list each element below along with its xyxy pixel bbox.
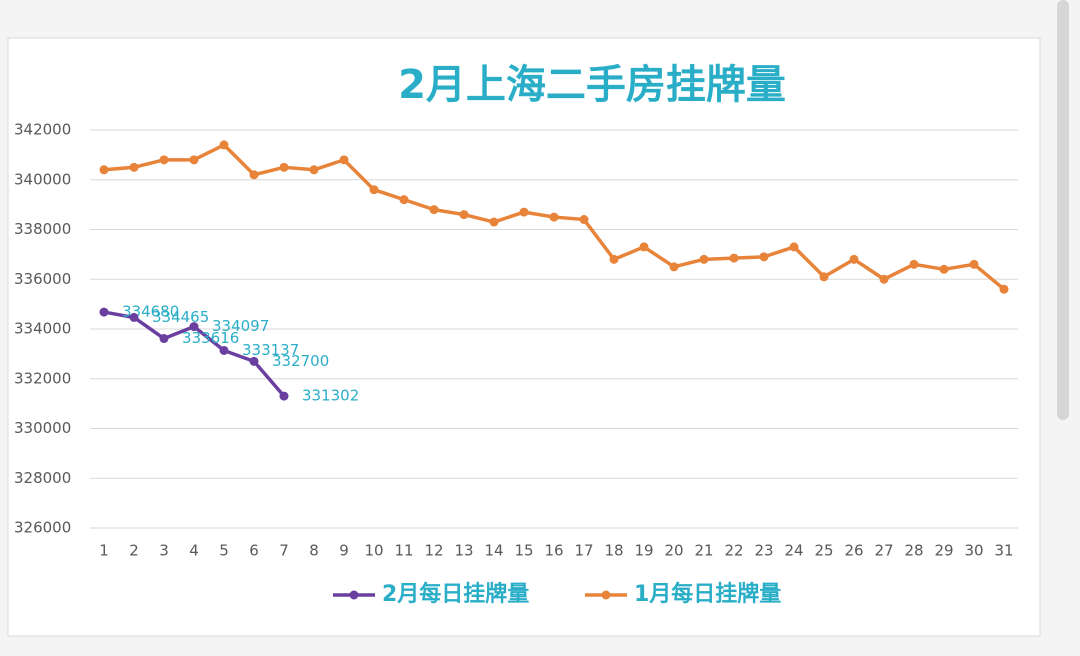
chart-title: 2月上海二手房挂牌量 [398,62,786,108]
x-tick-label: 1 [99,542,109,560]
x-tick-label: 9 [339,542,349,560]
x-tick-label: 31 [994,542,1013,560]
y-tick-label: 342000 [14,121,71,139]
x-tick-label: 3 [159,542,169,560]
x-tick-label: 10 [364,542,383,560]
point [219,140,229,150]
x-tick-label: 25 [814,542,833,560]
y-tick-label: 332000 [14,369,71,387]
x-tick-label: 26 [844,542,863,560]
data-label: 333137 [242,341,299,359]
point [309,165,319,175]
y-tick-label: 334000 [14,320,71,338]
point [249,356,259,366]
x-tick-label: 18 [604,542,623,560]
point [759,252,769,262]
point [339,155,349,165]
point [279,162,289,172]
point [579,215,589,225]
x-tick-label: 15 [514,542,533,560]
chart-panel [7,37,1041,637]
data-label: 334097 [212,317,269,335]
x-tick-label: 7 [279,542,289,560]
x-tick-label: 11 [394,542,413,560]
point [99,165,109,175]
x-tick-label: 20 [664,542,683,560]
data-label: 333616 [182,329,239,347]
point [159,334,169,344]
point [849,254,859,264]
point [219,345,229,355]
x-tick-label: 21 [694,542,713,560]
x-tick-label: 28 [904,542,923,560]
x-tick-label: 19 [634,542,653,560]
y-tick-label: 340000 [14,170,71,188]
point [369,185,379,195]
x-tick-label: 4 [189,542,199,560]
data-label: 334465 [152,308,209,326]
point [609,254,619,264]
y-tick-label: 330000 [14,419,71,437]
legend-label: 1月每日挂牌量 [634,581,781,607]
point [129,162,139,172]
legend-label: 2月每日挂牌量 [382,581,529,607]
x-tick-label: 17 [574,542,593,560]
point [549,212,559,222]
x-tick-label: 12 [424,542,443,560]
y-tick-label: 328000 [14,469,71,487]
data-label: 332700 [272,352,329,370]
point [939,264,949,274]
x-tick-label: 2 [129,542,139,560]
point [909,259,919,269]
x-tick-label: 14 [484,542,503,560]
point [249,170,259,180]
point [969,259,979,269]
data-label: 331302 [302,387,359,405]
point [879,274,889,284]
point [459,210,469,220]
x-tick-label: 22 [724,542,743,560]
y-tick-label: 338000 [14,220,71,238]
point [639,242,649,252]
point [519,207,529,217]
point [699,254,709,264]
legend-marker [349,590,359,600]
point [819,272,829,282]
point [729,253,739,263]
point [669,262,679,272]
point [399,195,409,205]
point [129,312,139,322]
x-tick-label: 30 [964,542,983,560]
x-tick-label: 27 [874,542,893,560]
x-tick-label: 8 [309,542,319,560]
x-tick-label: 13 [454,542,473,560]
x-tick-label: 6 [249,542,259,560]
x-tick-label: 5 [219,542,229,560]
point [429,205,439,215]
x-tick-label: 24 [784,542,803,560]
point [489,217,499,227]
point [99,307,109,317]
scrollbar[interactable] [1057,0,1069,420]
point [189,155,199,165]
point [189,322,199,332]
x-tick-label: 23 [754,542,773,560]
point [279,391,289,401]
legend-marker [601,590,611,600]
x-tick-label: 29 [934,542,953,560]
y-tick-label: 326000 [14,519,71,537]
point [789,242,799,252]
point [159,155,169,165]
y-tick-label: 336000 [14,270,71,288]
point [999,284,1009,294]
x-tick-label: 16 [544,542,563,560]
